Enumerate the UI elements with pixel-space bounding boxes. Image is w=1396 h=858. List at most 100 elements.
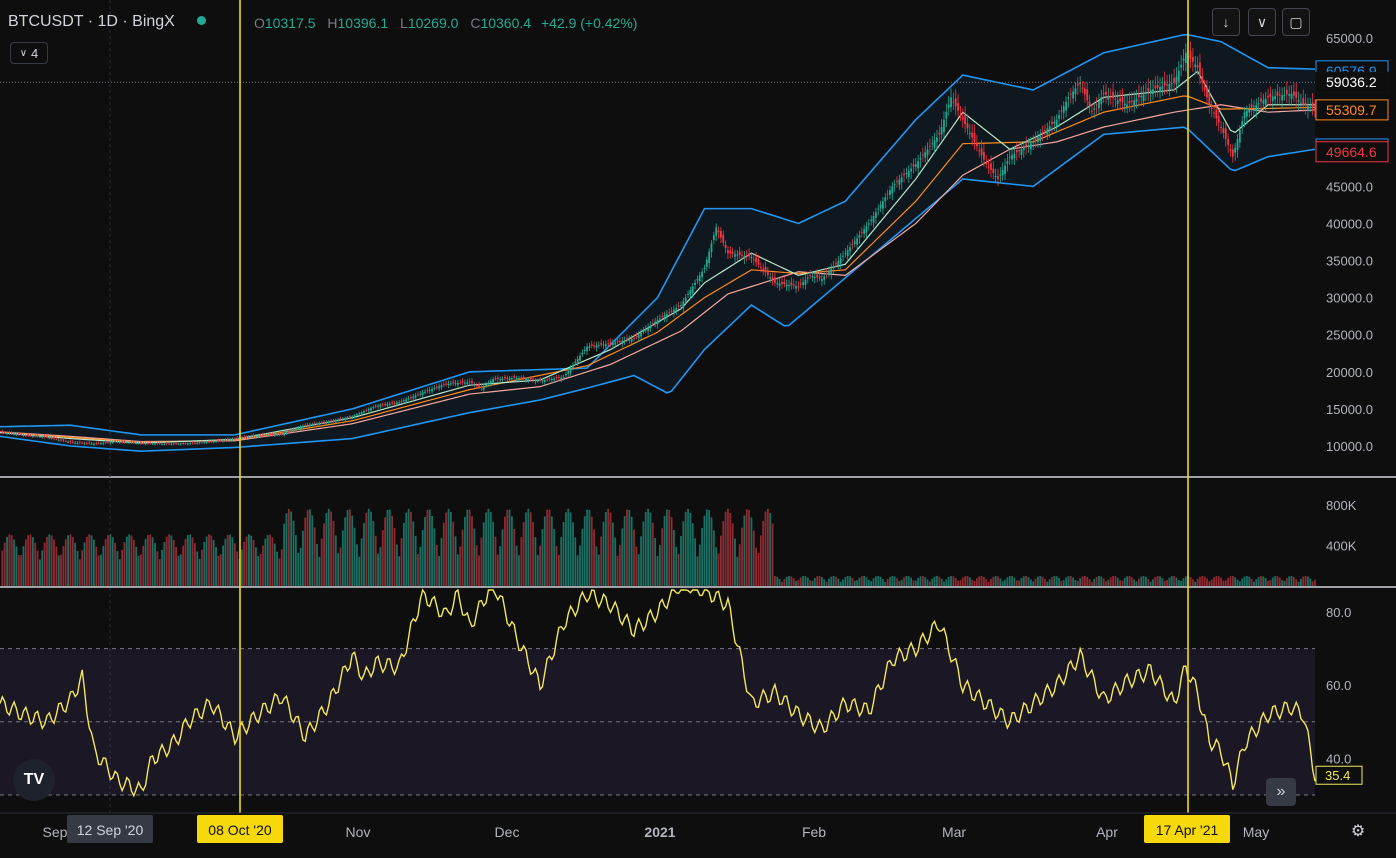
volume-bar (511, 516, 513, 586)
volume-bar (828, 578, 830, 586)
candle-body (1220, 126, 1222, 128)
candle-body (1201, 76, 1204, 83)
volume-bar (886, 579, 889, 586)
volume-bar (837, 578, 840, 586)
volume-bar (1180, 580, 1183, 586)
volume-bar (431, 515, 433, 586)
fullscreen-icon[interactable]: ▢ (1282, 8, 1310, 36)
candle-body (511, 378, 513, 380)
volume-bar (466, 509, 469, 586)
candle-body (6, 432, 8, 434)
rsi-tick-label: 40.0 (1326, 751, 1351, 766)
volume-bar (198, 558, 201, 586)
candle-body (985, 162, 988, 165)
high-label: H (327, 15, 338, 31)
volume-bar (1069, 576, 1072, 586)
volume-bar (853, 580, 856, 586)
volume-bar (867, 579, 870, 586)
candle-body (1283, 94, 1286, 96)
volume-bar (593, 529, 595, 586)
candle-body (905, 173, 908, 175)
volume-bar (1044, 578, 1046, 586)
volume-bar (623, 516, 626, 586)
volume-bar (1004, 579, 1006, 586)
candle-body (658, 318, 661, 320)
candle-body (1011, 155, 1013, 160)
candle-body (29, 435, 32, 437)
volume-bar (964, 576, 967, 586)
x-tick-label: May (1243, 824, 1269, 840)
volume-bar (229, 534, 232, 586)
volume-bar (1037, 576, 1039, 586)
volume-bar (306, 510, 309, 586)
candle-body (597, 345, 600, 347)
volume-bar (250, 535, 253, 586)
candle-body (950, 97, 952, 108)
candle-body (252, 435, 255, 437)
volume-bar (1314, 579, 1316, 586)
gear-icon[interactable]: ⚙ (1350, 823, 1366, 840)
candle-body (954, 98, 957, 107)
candle-body (1076, 83, 1079, 86)
candle-body (1123, 103, 1126, 106)
volume-bar (712, 530, 715, 586)
candle-body (673, 309, 675, 314)
volume-bar (381, 530, 384, 586)
arrow-down-icon[interactable]: ↓ (1212, 8, 1240, 36)
candle-body (912, 164, 915, 167)
candle-body (647, 327, 650, 332)
candle-body (262, 434, 264, 436)
candle-body (90, 443, 93, 445)
volume-bar (1253, 581, 1255, 586)
volume-bar (736, 556, 739, 586)
candle-body (1137, 93, 1140, 98)
volume-bar (104, 539, 107, 586)
candle-body (1044, 130, 1046, 132)
volume-bar (1276, 576, 1279, 586)
tradingview-logo[interactable]: TV (13, 759, 55, 801)
volume-bar (442, 522, 445, 586)
volume-bar (750, 517, 753, 586)
symbol-title[interactable]: BTCUSDT · 1D · BingX (8, 13, 212, 31)
volume-bar (1304, 575, 1307, 586)
candle-body (69, 441, 72, 443)
candle-body (172, 443, 175, 445)
volume-bar (583, 516, 586, 586)
volume-bar (633, 529, 635, 586)
volume-bar (1189, 576, 1192, 586)
volume-bar (1257, 576, 1260, 586)
volume-bar (1243, 576, 1246, 586)
volume-bar (990, 578, 992, 586)
candle-body (1241, 121, 1244, 127)
volume-bar (921, 575, 924, 586)
volume-bar (619, 545, 621, 586)
candle-body (217, 440, 220, 442)
candle-body (614, 342, 617, 345)
candle-body (903, 173, 905, 176)
candle-body (1222, 128, 1225, 133)
indicators-toggle[interactable]: ∨ 4 (10, 42, 48, 64)
volume-bar (226, 535, 229, 586)
x-marker-box (197, 815, 283, 843)
volume-bar (966, 576, 969, 586)
candle-body (1121, 97, 1124, 103)
volume-bar (1130, 577, 1133, 586)
candle-body (1015, 150, 1018, 153)
candle-body (482, 386, 485, 390)
volume-bar (804, 576, 807, 586)
candle-body (797, 286, 800, 288)
volume-bar (384, 517, 387, 586)
volume-bar (835, 576, 837, 586)
volume-bar (820, 577, 823, 586)
candle-body (1182, 58, 1185, 61)
volume-bar (1278, 577, 1281, 586)
double-chevron-right-icon[interactable]: » (1266, 778, 1296, 806)
volume-bar (1065, 577, 1067, 586)
candle-body (62, 439, 65, 441)
collapse-icon[interactable]: ∨ (1248, 8, 1276, 36)
ma-slow-line (0, 104, 1316, 443)
candle-body (290, 430, 293, 432)
candle-body (1140, 95, 1143, 98)
candle-body (792, 284, 795, 286)
